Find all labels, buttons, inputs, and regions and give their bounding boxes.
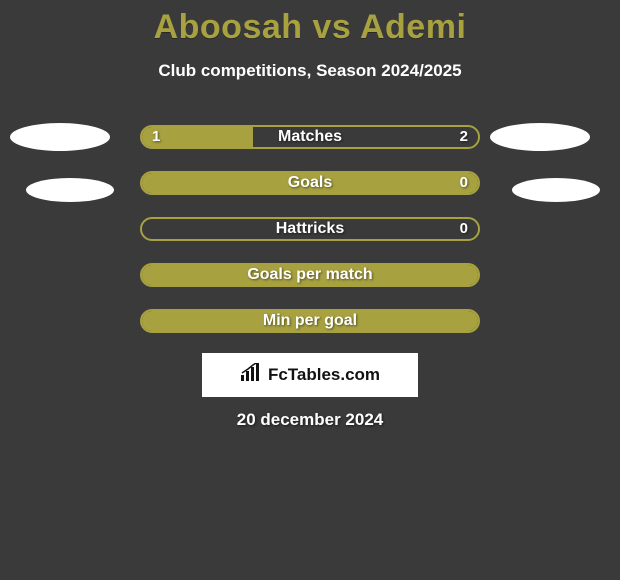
bar-hattricks-label: Hattricks — [142, 219, 478, 239]
player-right-badge-2 — [512, 178, 600, 202]
subtitle: Club competitions, Season 2024/2025 — [0, 61, 620, 81]
bar-hattricks-right-value: 0 — [460, 219, 468, 239]
bar-matches-label: Matches — [142, 127, 478, 147]
date-text: 20 december 2024 — [0, 410, 620, 430]
bar-goals-right-value: 0 — [460, 173, 468, 193]
player-left-badge-2 — [26, 178, 114, 202]
bar-goals: Goals 0 — [140, 171, 480, 195]
bar-matches: 1 Matches 2 — [140, 125, 480, 149]
stat-bars: 1 Matches 2 Goals 0 Hattricks 0 Goals pe… — [140, 125, 480, 355]
brand-text: FcTables.com — [268, 365, 380, 385]
player-left-badge-1 — [10, 123, 110, 151]
player-right-badge-1 — [490, 123, 590, 151]
bar-min-per-goal: Min per goal — [140, 309, 480, 333]
bar-matches-right-value: 2 — [460, 127, 468, 147]
bar-mpg-label: Min per goal — [142, 311, 478, 331]
bar-gpm-label: Goals per match — [142, 265, 478, 285]
bar-hattricks: Hattricks 0 — [140, 217, 480, 241]
brand-box[interactable]: FcTables.com — [202, 353, 418, 397]
page-title: Aboosah vs Ademi — [0, 0, 620, 47]
bar-goals-per-match: Goals per match — [140, 263, 480, 287]
bar-goals-label: Goals — [142, 173, 478, 193]
chart-icon — [240, 363, 268, 388]
